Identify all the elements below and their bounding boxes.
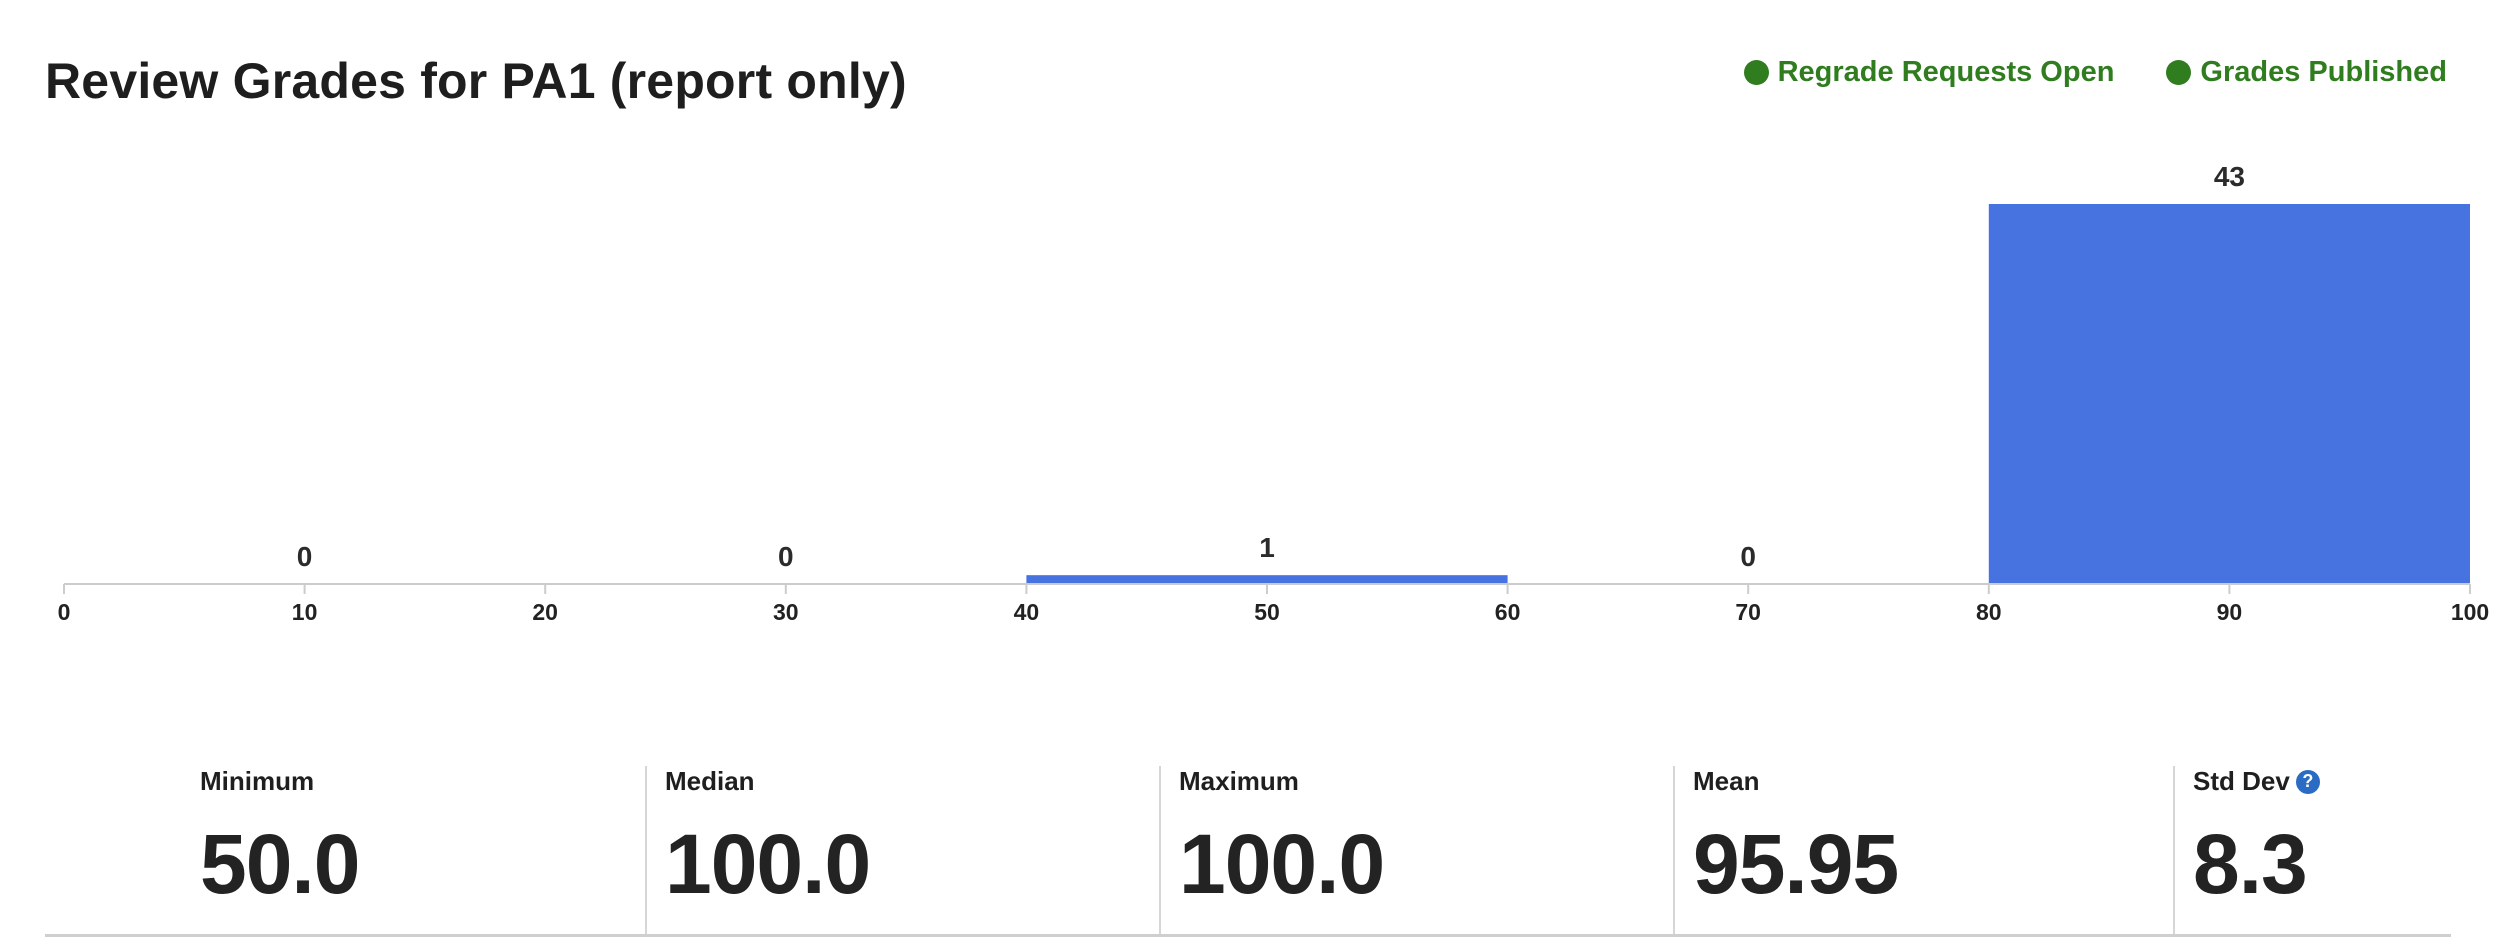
- stat-label: Maximum: [1179, 766, 1299, 796]
- status-grades-published: Grades Published: [2166, 56, 2447, 89]
- stat-value: 100.0: [1179, 817, 1385, 911]
- bar-value-label: 0: [1740, 541, 1756, 572]
- x-tick-label: 30: [773, 599, 799, 625]
- status-regrade-requests: Regrade Requests Open: [1743, 56, 2115, 89]
- stat-label: Mean: [1693, 766, 1760, 796]
- x-tick-label: 100: [2451, 599, 2489, 625]
- bar-value-label: 0: [297, 541, 313, 572]
- stat-value: 95.95: [1693, 817, 1899, 911]
- histogram-bar: [1026, 575, 1508, 584]
- x-tick-label: 70: [1735, 599, 1761, 625]
- x-tick-label: 10: [292, 599, 318, 625]
- summary-statistics: Minimum 50.0 Median 100.0 Maximum 100.0 …: [45, 766, 2451, 937]
- histogram-bar: [1988, 204, 2470, 584]
- stat-value: 100.0: [665, 817, 871, 911]
- x-tick-label: 20: [532, 599, 558, 625]
- stat-divider: [1673, 766, 1675, 934]
- stat-divider: [1159, 766, 1161, 934]
- bar-value-label: 1: [1259, 532, 1275, 563]
- stat-label: Minimum: [200, 766, 315, 796]
- stat-value: 50.0: [200, 817, 360, 911]
- x-tick-label: 60: [1495, 599, 1521, 625]
- stat-divider: [645, 766, 647, 934]
- x-tick-label: 50: [1254, 599, 1280, 625]
- bar-value-label: 43: [2214, 161, 2245, 192]
- stat-label: Median: [665, 766, 755, 796]
- help-icon[interactable]: ?: [2295, 769, 2320, 794]
- x-tick-label: 40: [1014, 599, 1040, 625]
- stat-value: 8.3: [2193, 817, 2308, 911]
- stat-divider: [2173, 766, 2175, 934]
- status-label: Grades Published: [2200, 56, 2447, 88]
- status-label: Regrade Requests Open: [1777, 56, 2115, 88]
- x-tick-label: 0: [58, 599, 71, 625]
- status-dot-icon: [2166, 60, 2192, 85]
- x-tick-label: 90: [2217, 599, 2243, 625]
- page-title: Review Grades for PA1 (report only): [45, 53, 907, 109]
- x-tick-label: 80: [1976, 599, 2002, 625]
- bar-value-label: 0: [778, 541, 794, 572]
- status-dot-icon: [1743, 60, 1769, 85]
- stat-label: Std Dev ?: [2193, 766, 2320, 797]
- status-indicators: Regrade Requests Open Grades Published: [1743, 56, 2447, 89]
